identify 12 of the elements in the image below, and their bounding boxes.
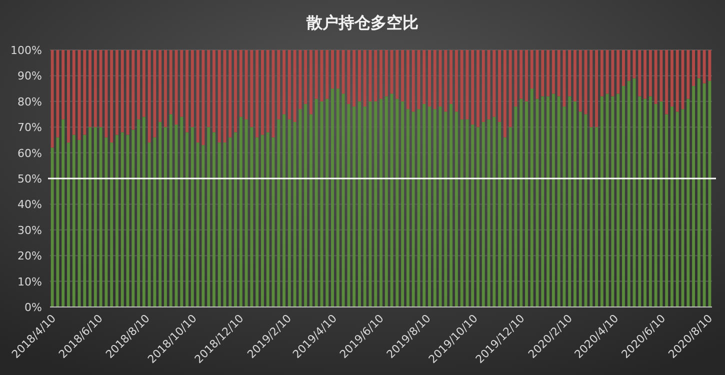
y-tick-label: 10% <box>18 275 42 288</box>
y-tick-label: 60% <box>18 146 42 160</box>
y-tick-label: 50% <box>18 172 42 186</box>
y-tick-label: 90% <box>18 70 42 83</box>
y-tick-label: 0% <box>24 301 42 314</box>
y-tick-label: 80% <box>18 95 42 108</box>
y-tick-label: 100% <box>10 44 42 57</box>
y-tick-label: 30% <box>18 224 42 237</box>
chart-title: 散户持仓多空比 <box>306 13 418 32</box>
y-tick-label: 20% <box>18 250 42 263</box>
y-tick-label: 70% <box>18 121 42 134</box>
y-tick-label: 40% <box>18 198 42 212</box>
